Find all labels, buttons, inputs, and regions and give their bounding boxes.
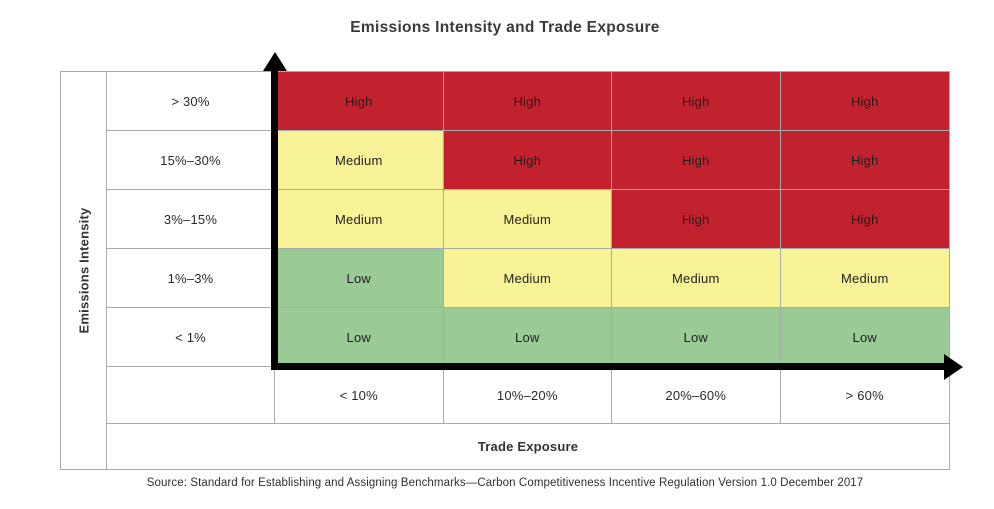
- matrix-cell: High: [443, 72, 612, 131]
- y-axis-line: [271, 68, 278, 370]
- x-header-spacer-cell: [107, 367, 275, 424]
- row-label: > 30%: [107, 72, 275, 131]
- source-note: Source: Standard for Establishing and As…: [146, 477, 864, 489]
- matrix-cell: Medium: [275, 190, 444, 249]
- column-label: > 60%: [780, 367, 949, 424]
- column-label: 20%–60%: [612, 367, 781, 424]
- risk-matrix-table: Emissions Intensity > 30% 15%–30% 3%–15%…: [60, 71, 950, 470]
- matrix-cell: Medium: [780, 249, 949, 308]
- x-axis-title: Trade Exposure: [477, 439, 579, 454]
- matrix-cell: High: [612, 131, 781, 190]
- matrix-cell: Medium: [443, 249, 612, 308]
- matrix-cell: Low: [275, 308, 444, 367]
- matrix-cell: High: [780, 72, 949, 131]
- y-axis-title-cell: Emissions Intensity: [61, 72, 107, 469]
- matrix-cell: High: [780, 131, 949, 190]
- matrix-cell: Medium: [612, 249, 781, 308]
- row-label: 15%–30%: [107, 131, 275, 190]
- matrix-cell: High: [780, 190, 949, 249]
- x-axis-line: [271, 363, 945, 370]
- matrix-cell: High: [612, 72, 781, 131]
- matrix-cell: High: [612, 190, 781, 249]
- matrix-cell: Low: [443, 308, 612, 367]
- matrix-cell: Medium: [275, 131, 444, 190]
- column-label: 10%–20%: [443, 367, 612, 424]
- row-label: 1%–3%: [107, 249, 275, 308]
- row-label: 3%–15%: [107, 190, 275, 249]
- matrix-cell: Low: [275, 249, 444, 308]
- x-axis-arrowhead-icon: [944, 354, 963, 380]
- y-axis-arrowhead-icon: [263, 52, 287, 71]
- column-label: < 10%: [275, 367, 444, 424]
- row-label: < 1%: [107, 308, 275, 367]
- y-axis-title: Emissions Intensity: [76, 207, 91, 334]
- matrix-cell: Medium: [443, 190, 612, 249]
- matrix-cell: Low: [780, 308, 949, 367]
- matrix-cell: High: [275, 72, 444, 131]
- matrix-cell: Low: [612, 308, 781, 367]
- chart-title: Emissions Intensity and Trade Exposure: [350, 19, 660, 36]
- matrix-cell: High: [443, 131, 612, 190]
